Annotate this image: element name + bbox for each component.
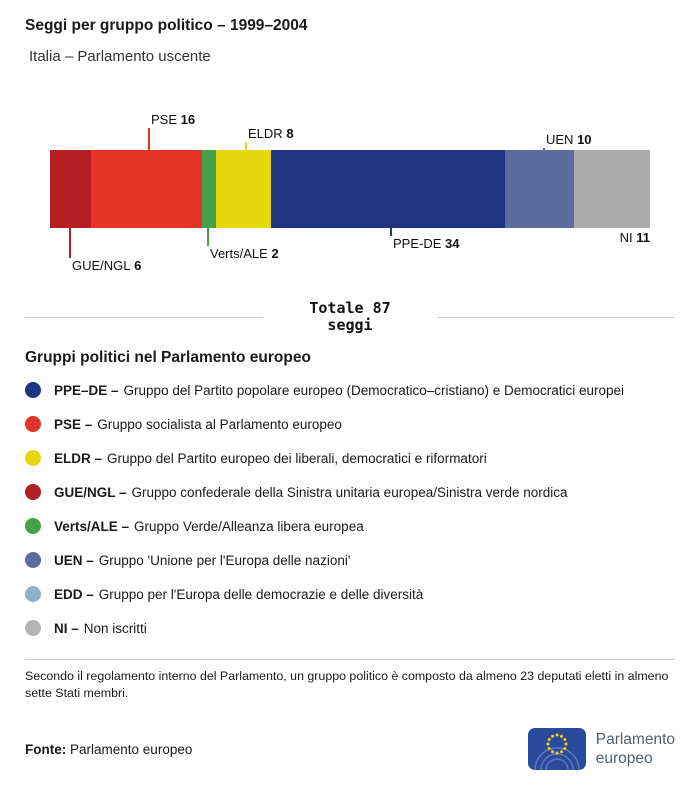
legend-group-abbr: EDD – [54,586,94,602]
bar-segment-ni[interactable] [574,150,650,228]
legend-item: ELDR – Gruppo del Partito europeo dei li… [25,441,675,475]
legend-item: GUE/NGL – Gruppo confederale della Sinis… [25,475,675,509]
legend-color-dot [25,450,41,466]
leader-line [148,128,150,150]
legend-group-desc: Gruppo confederale della Sinistra unitar… [131,484,568,500]
legend-group-desc: Gruppo del Partito popolare europeo (Dem… [123,382,625,398]
bar-callout-uen: UEN 10 [543,132,592,150]
ep-logo-text: Parlamento europeo [595,731,675,767]
bar-segment-verts-ale[interactable] [201,150,216,228]
leader-line [245,142,247,150]
infographic-page: Seggi per gruppo politico – 1999–2004 It… [25,17,675,770]
legend-color-dot [25,552,41,568]
bar-callout-verts-ale: Verts/ALE 2 [207,228,279,262]
legend-group-desc: Gruppo del Partito europeo dei liberali,… [107,450,487,466]
bar-callout-gue-ngl: GUE/NGL 6 [69,228,141,274]
legend-item: UEN – Gruppo 'Unione per l'Europa delle … [25,543,675,577]
bar-callout-ni: NI 11 [619,230,650,245]
ep-logo: Parlamento europeo [527,728,675,770]
leader-line [69,228,71,258]
legend-group-abbr: ELDR – [54,450,103,466]
legend-group-abbr: NI – [54,620,79,636]
legend-item: EDD – Gruppo per l'Europa delle democraz… [25,577,675,611]
legend-group-desc: Gruppo per l'Europa delle democrazie e d… [98,586,424,602]
legend-group-desc: Non iscritti [83,620,147,636]
page-subtitle: Italia – Parlamento uscente [29,48,211,65]
legend-group-abbr: GUE/NGL – [54,484,127,500]
legend-item: Verts/ALE – Gruppo Verde/Alleanza libera… [25,509,675,543]
bar-callout-eldr: ELDR 8 [245,126,294,150]
total-separator: Totale 87 seggi [25,300,675,334]
legend-item: NI – Non iscritti [25,611,675,645]
seats-chart: PSE 16 ELDR 8 UEN 10 NI 11 PPE-DE 34 Ver… [25,106,675,292]
legend-item: PPE–DE – Gruppo del Partito popolare eur… [25,373,675,407]
leader-line [390,228,392,236]
legend-group-desc: Gruppo Verde/Alleanza libera europea [134,518,364,534]
legend-group-desc: Gruppo socialista al Parlamento europeo [97,416,342,432]
bar-segment-eldr[interactable] [215,150,271,228]
bar-segment-gue-ngl[interactable] [50,150,92,228]
legend-heading: Gruppi politici nel Parlamento europeo [25,349,311,366]
footer: Fonte: Parlamento europeo Parlament [25,728,675,770]
page-title: Seggi per gruppo politico – 1999–2004 [25,17,308,34]
legend-group-abbr: UEN – [54,552,94,568]
legend-color-dot [25,416,41,432]
footnote: Secondo il regolamento interno del Parla… [25,669,669,700]
source-line: Fonte: Parlamento europeo [25,742,192,757]
bar-callout-ppe-de: PPE-DE 34 [390,228,460,252]
bar-callout-pse: PSE 16 [148,112,195,150]
legend-group-desc: Gruppo 'Unione per l'Europa delle nazion… [98,552,351,568]
legend-list: PPE–DE – Gruppo del Partito popolare eur… [25,373,675,645]
legend-color-dot [25,382,41,398]
ep-flag-icon [527,728,586,770]
stacked-bar [50,150,650,228]
legend-group-abbr: PSE – [54,416,93,432]
total-seats-label: Totale 87 seggi [309,299,391,334]
bar-segment-ppe-de[interactable] [270,150,506,228]
source-label: Fonte: [25,741,67,757]
legend-group-abbr: PPE–DE – [54,382,119,398]
source-text: Parlamento europeo [70,741,193,757]
legend-color-dot [25,620,41,636]
legend-group-abbr: Verts/ALE – [54,518,130,534]
bar-segment-uen[interactable] [505,150,575,228]
footer-divider [25,659,675,660]
separator-line-right [436,316,675,318]
legend-item: PSE – Gruppo socialista al Parlamento eu… [25,407,675,441]
legend-color-dot [25,586,41,602]
bar-segment-pse[interactable] [91,150,202,228]
separator-line-left [25,316,264,318]
leader-line [543,148,545,150]
legend-color-dot [25,484,41,500]
leader-line [207,228,209,246]
legend-color-dot [25,518,41,534]
